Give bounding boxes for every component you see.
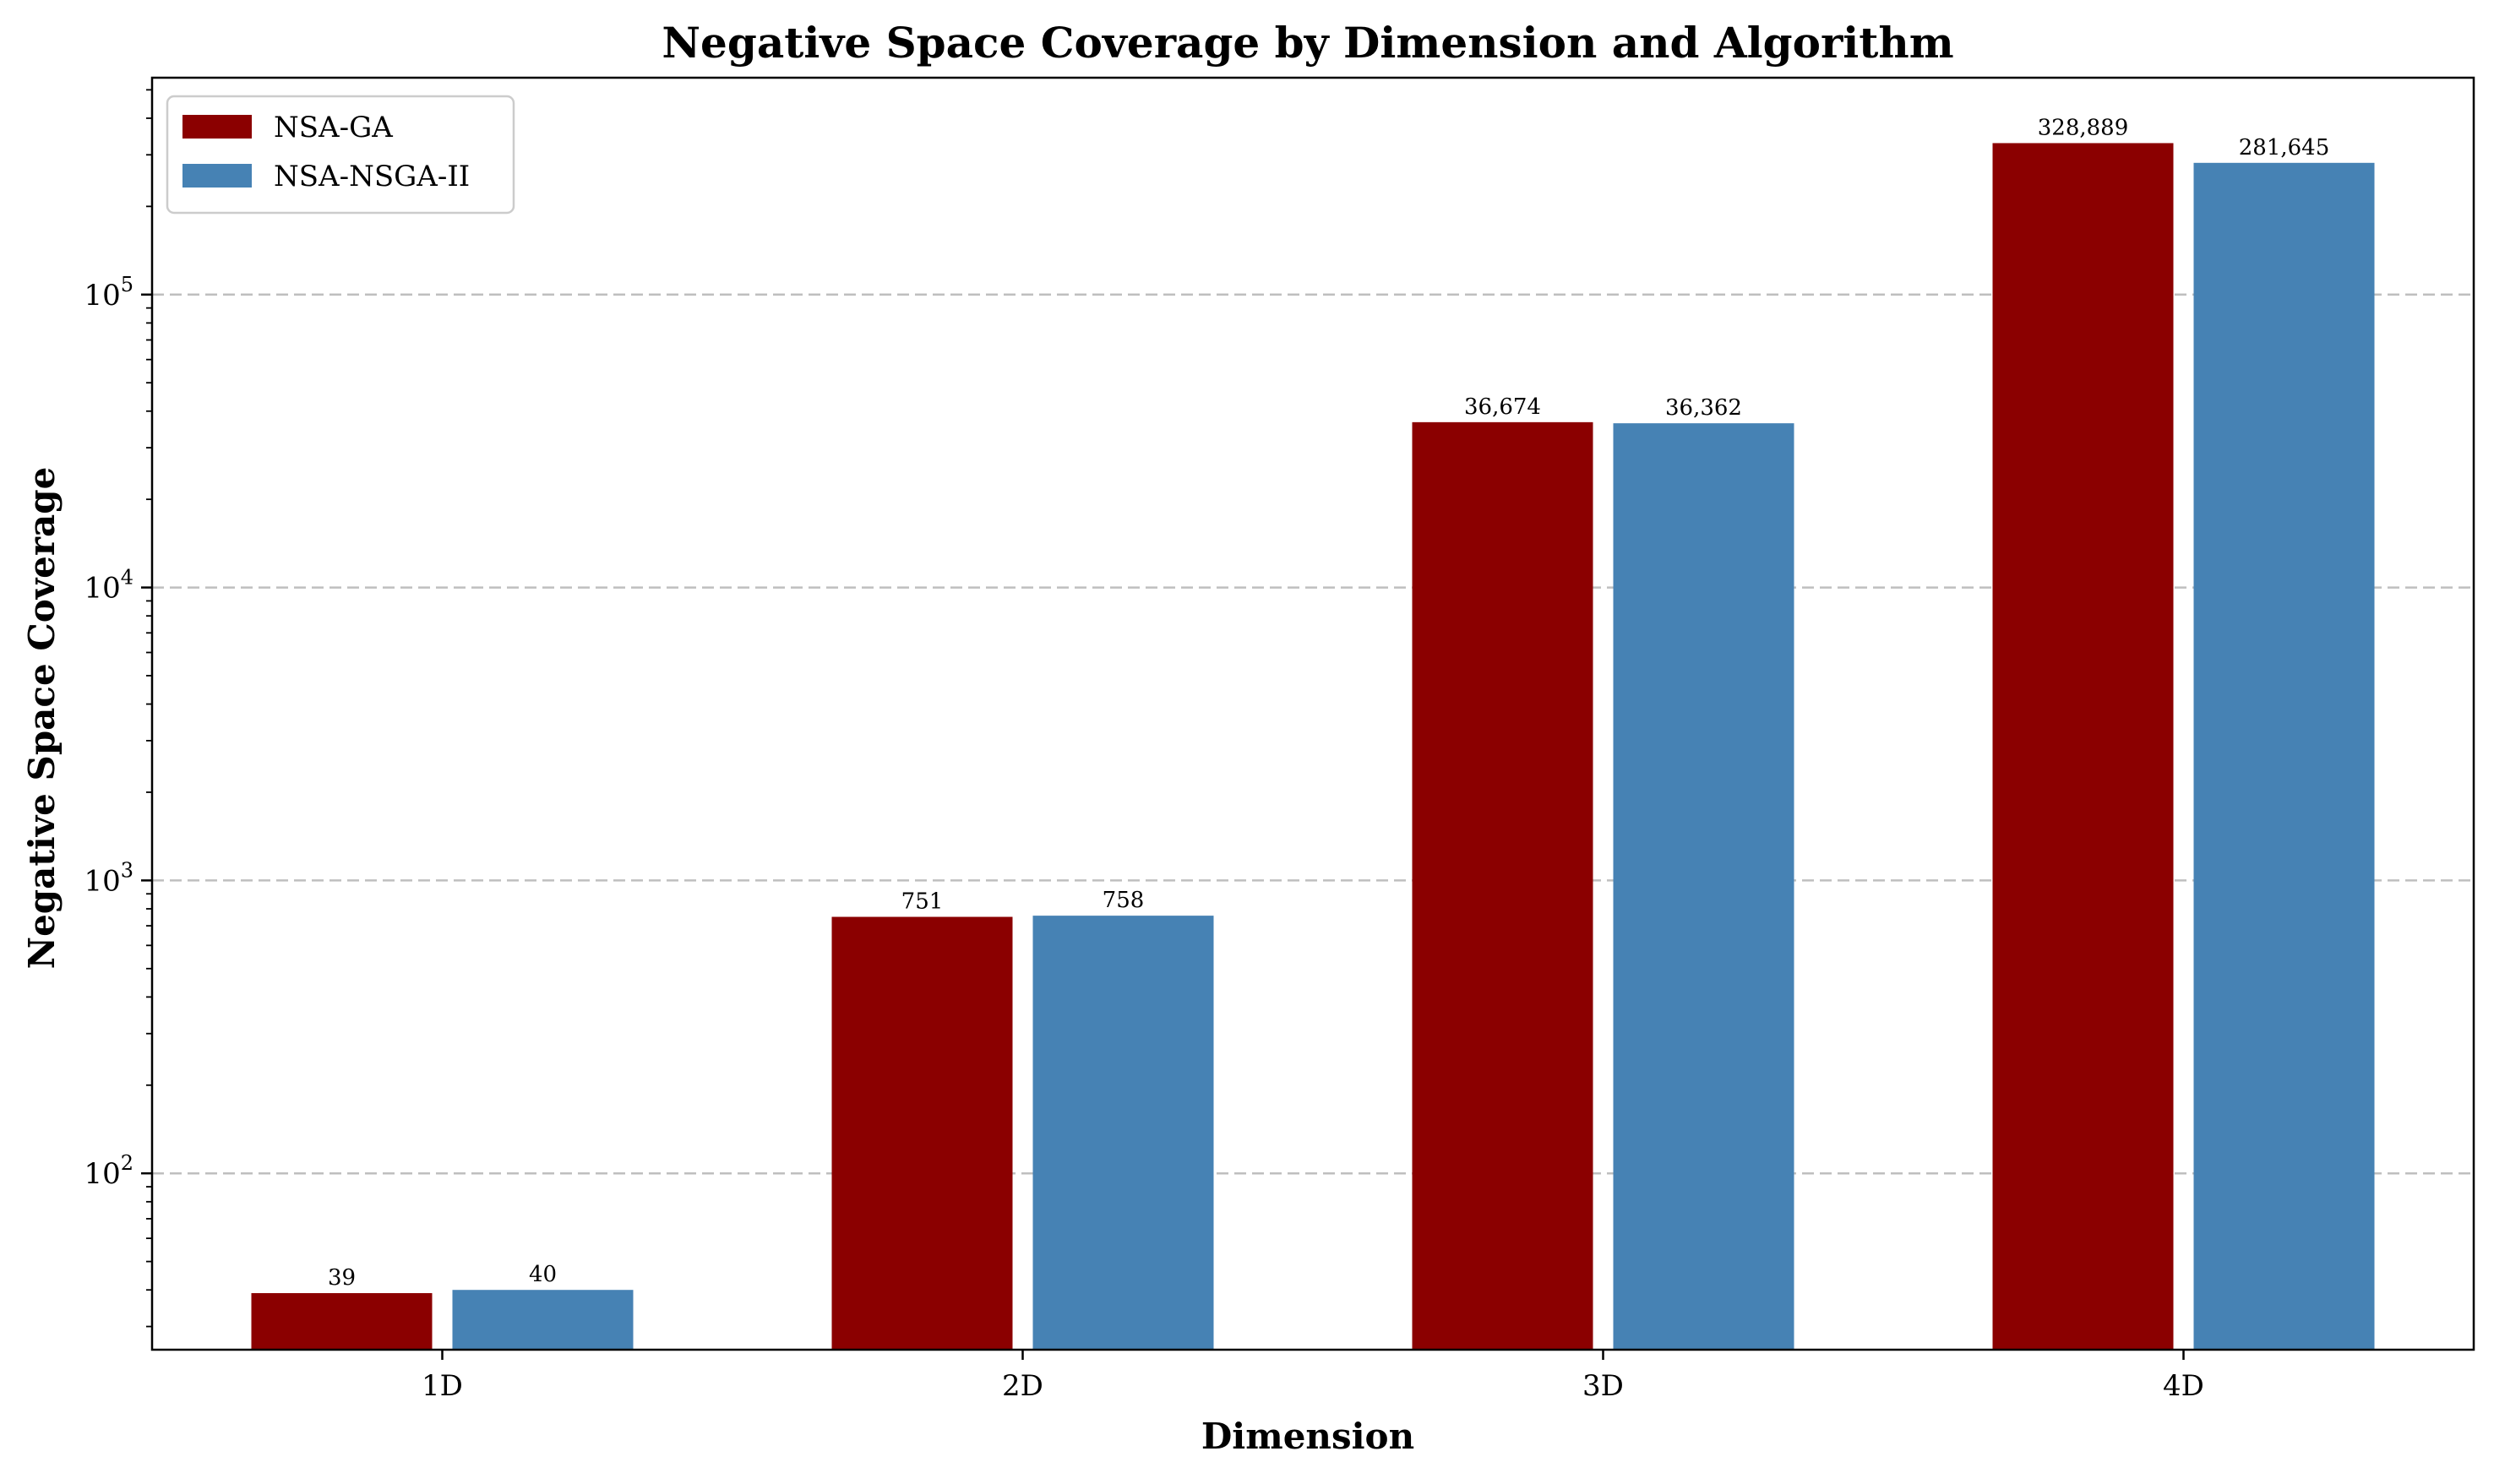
- data-label: 40: [529, 1262, 557, 1287]
- data-label: 39: [328, 1265, 356, 1291]
- data-label: 758: [1103, 888, 1145, 913]
- data-label: 281,645: [2239, 135, 2330, 160]
- y-tick-label: 103: [84, 858, 133, 898]
- legend-swatch: [182, 164, 252, 188]
- x-tick-label: 1D: [422, 1369, 463, 1403]
- bars: [251, 143, 2375, 1351]
- bar-nsa-ga-2d: [831, 916, 1013, 1350]
- legend-swatch: [182, 115, 252, 139]
- data-label: 36,674: [1464, 394, 1541, 420]
- y-tick-label: 105: [84, 273, 133, 313]
- y-axis-title: Negative Space Coverage: [21, 467, 63, 970]
- bar-nsa-ga-4d: [1992, 143, 2174, 1351]
- legend: NSA-GA NSA-NSGA-II: [166, 95, 515, 215]
- x-tick-label: 2D: [1002, 1369, 1043, 1403]
- axes: 1D 2D 3D 4D 102 103 104 105: [84, 76, 2475, 1403]
- data-label: 328,889: [2038, 115, 2129, 140]
- x-axis-title: Dimension: [1201, 1416, 1414, 1457]
- x-tick-label: 4D: [2163, 1369, 2204, 1403]
- bar-nsa-nsga-ii-1d: [452, 1290, 634, 1350]
- x-tick-label: 3D: [1582, 1369, 1624, 1403]
- y-tick-label: 104: [84, 566, 133, 606]
- data-labels: 39 40 751 758 36,674 36,362 328,889 281,645: [328, 115, 2329, 1291]
- bar-nsa-nsga-ii-3d: [1613, 423, 1794, 1350]
- data-label: 751: [901, 889, 944, 915]
- y-tick-label: 102: [84, 1151, 133, 1191]
- plot-frame: [150, 76, 2475, 1351]
- bar-nsa-ga-3d: [1412, 421, 1593, 1350]
- bar-nsa-nsga-ii-4d: [2193, 162, 2375, 1350]
- chart-title: Negative Space Coverage by Dimension and…: [662, 18, 1953, 68]
- data-label: 36,362: [1665, 395, 1742, 421]
- bar-nsa-nsga-ii-2d: [1032, 916, 1214, 1350]
- bar-nsa-ga-1d: [251, 1293, 433, 1350]
- legend-box: [166, 95, 515, 215]
- legend-label: NSA-NSGA-II: [274, 160, 470, 193]
- legend-label: NSA-GA: [274, 111, 393, 144]
